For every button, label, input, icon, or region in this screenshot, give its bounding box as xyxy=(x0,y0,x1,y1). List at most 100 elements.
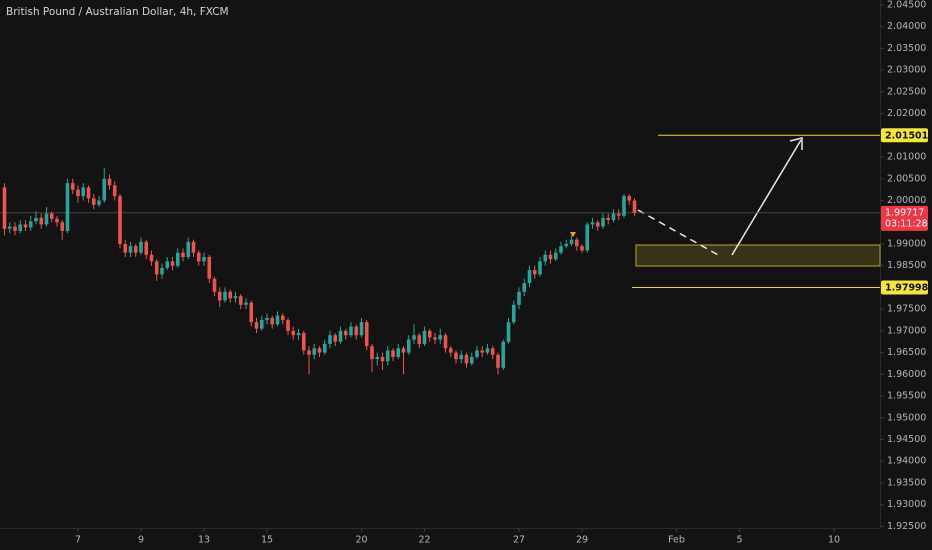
y-tick-label: 2.04500 xyxy=(887,0,926,11)
x-tick-label: 20 xyxy=(355,535,367,546)
candle-body xyxy=(364,322,369,347)
candle-body xyxy=(44,213,49,225)
candle-body xyxy=(396,348,401,357)
candle-body xyxy=(118,196,122,244)
candle-body xyxy=(301,333,306,351)
candle-body xyxy=(228,291,233,299)
candle-body xyxy=(128,246,133,253)
candle-body xyxy=(2,187,7,229)
candle-body xyxy=(112,185,117,197)
y-tick-label: 2.01000 xyxy=(887,152,926,163)
candle-body xyxy=(464,354,469,364)
candle-body xyxy=(149,254,154,262)
candle-body xyxy=(275,315,280,325)
y-tick-label: 2.02000 xyxy=(887,108,926,119)
candle-body xyxy=(270,317,275,325)
y-tick-label: 1.92500 xyxy=(887,521,926,532)
y-tick-label: 1.98500 xyxy=(887,260,926,271)
y-tick-label: 1.97500 xyxy=(887,304,926,315)
candle-body xyxy=(574,239,579,247)
candle-body xyxy=(76,189,80,197)
y-tick-label: 2.03500 xyxy=(887,43,926,54)
x-tick-label: 29 xyxy=(576,535,588,546)
candle-body xyxy=(328,335,332,344)
candle-body xyxy=(601,217,605,227)
candle-body xyxy=(123,243,128,253)
candle-body xyxy=(7,226,12,229)
candle-body xyxy=(191,241,196,253)
candle-body xyxy=(412,335,416,340)
candle-body xyxy=(406,339,411,353)
candle-body xyxy=(333,335,338,342)
marker xyxy=(570,232,576,237)
candle-body xyxy=(564,243,569,247)
candle-body xyxy=(81,187,86,197)
candle-body xyxy=(165,261,170,268)
candle-body xyxy=(391,350,395,357)
candle-body xyxy=(186,241,191,258)
candle-body xyxy=(417,335,422,344)
candle-body xyxy=(49,213,54,219)
candle-body xyxy=(212,278,217,292)
candle-body xyxy=(13,226,17,231)
candle-body xyxy=(139,241,143,253)
candle-body xyxy=(291,330,296,336)
candle-body xyxy=(244,302,248,305)
candle-body xyxy=(569,239,574,244)
candle-body xyxy=(280,315,285,321)
x-tick-label: 13 xyxy=(198,535,210,546)
x-tick-label: 22 xyxy=(418,535,430,546)
candle-body xyxy=(202,257,206,262)
level-label-box xyxy=(881,128,928,143)
candle-body xyxy=(522,283,527,292)
candle-body xyxy=(23,224,28,228)
candle-body xyxy=(585,224,590,251)
candle-body xyxy=(217,291,222,301)
candle-body xyxy=(538,261,542,275)
price-label-box xyxy=(881,205,928,231)
candle-body xyxy=(170,261,175,266)
y-tick-label: 1.93500 xyxy=(887,477,926,488)
candle-body xyxy=(102,178,107,201)
level-label: 2.01501 xyxy=(885,130,928,141)
candle-body xyxy=(317,348,322,353)
candle-body xyxy=(616,213,621,216)
y-tick-label: 1.95000 xyxy=(887,412,926,423)
candle-body xyxy=(60,222,65,231)
candle-body xyxy=(511,304,516,323)
candle-body xyxy=(485,348,490,353)
candle-body xyxy=(97,200,101,205)
candle-body xyxy=(343,330,348,336)
candle-body xyxy=(595,222,600,227)
candle-body xyxy=(238,296,243,305)
candle-body xyxy=(627,196,632,201)
y-tick-label: 1.93000 xyxy=(887,499,926,510)
y-tick-label: 2.04000 xyxy=(887,21,926,32)
y-tick-label: 1.95500 xyxy=(887,391,926,402)
candle-body xyxy=(18,224,23,231)
candle-body xyxy=(286,320,290,331)
candle-body xyxy=(559,246,563,253)
candle-body xyxy=(517,291,521,305)
candle-body xyxy=(154,261,159,275)
candle-body xyxy=(349,326,353,336)
candle-body xyxy=(254,322,259,329)
candle-body xyxy=(580,246,584,251)
candle-body xyxy=(65,183,70,231)
candle-body xyxy=(296,333,301,336)
candle-body xyxy=(312,348,317,355)
candle-body xyxy=(632,200,637,213)
candle-body xyxy=(553,252,558,260)
y-tick-label: 2.02500 xyxy=(887,86,926,97)
candle-body xyxy=(249,302,254,323)
candle-body xyxy=(506,322,511,342)
candle-body xyxy=(196,252,201,262)
candle-body xyxy=(385,350,390,362)
x-tick-label: 27 xyxy=(513,535,525,546)
candle-body xyxy=(144,241,149,255)
candle-body xyxy=(532,270,537,275)
candle-body xyxy=(55,218,59,223)
candle-body xyxy=(543,254,548,262)
y-tick-label: 2.03000 xyxy=(887,65,926,76)
